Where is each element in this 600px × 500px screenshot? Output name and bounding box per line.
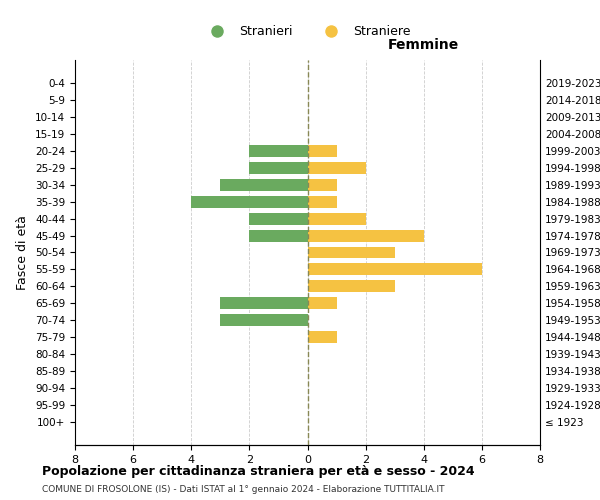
Bar [308,179,337,191]
Bar [250,162,308,174]
Bar [308,331,337,343]
Bar [308,230,424,241]
Legend: Stranieri, Straniere: Stranieri, Straniere [199,20,415,43]
Bar [250,230,308,241]
Bar [308,246,395,258]
Text: Popolazione per cittadinanza straniera per età e sesso - 2024: Popolazione per cittadinanza straniera p… [42,465,475,478]
Bar [308,280,395,292]
Bar [308,145,337,157]
Y-axis label: Fasce di età: Fasce di età [16,215,29,290]
Bar [220,298,308,309]
Bar [250,213,308,224]
Bar [308,298,337,309]
Bar [220,179,308,191]
Bar [308,264,482,276]
Bar [308,213,365,224]
Bar [191,196,308,207]
Text: Femmine: Femmine [388,38,460,52]
Bar [308,162,365,174]
Bar [308,196,337,207]
Bar [250,145,308,157]
Bar [220,314,308,326]
Text: COMUNE DI FROSOLONE (IS) - Dati ISTAT al 1° gennaio 2024 - Elaborazione TUTTITAL: COMUNE DI FROSOLONE (IS) - Dati ISTAT al… [42,485,445,494]
